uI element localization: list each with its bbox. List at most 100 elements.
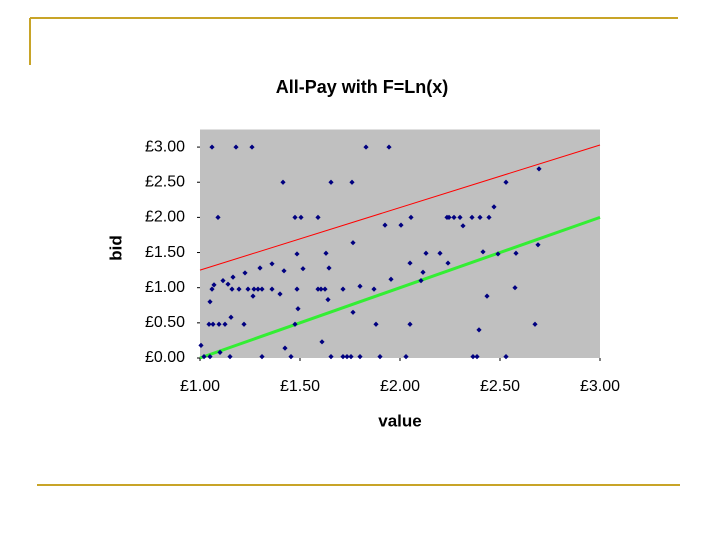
point — [340, 286, 346, 292]
y-tick-label: £1.00 — [145, 279, 185, 296]
point — [292, 321, 298, 327]
point — [476, 327, 482, 333]
point — [294, 286, 300, 292]
plot-area — [200, 129, 600, 358]
point — [207, 353, 213, 360]
y-tick-label: £0.00 — [145, 349, 185, 366]
point — [373, 321, 379, 327]
point — [420, 269, 426, 275]
point — [371, 286, 377, 292]
point — [474, 353, 480, 360]
point — [377, 353, 383, 360]
trend-line — [199, 215, 601, 360]
point — [512, 285, 518, 291]
point — [457, 214, 463, 220]
point — [491, 204, 497, 210]
point — [259, 353, 265, 360]
point — [230, 274, 236, 280]
point — [269, 261, 275, 267]
point — [227, 353, 233, 360]
point — [423, 250, 429, 256]
point — [277, 291, 283, 297]
point — [315, 286, 321, 292]
point — [280, 179, 286, 185]
point — [326, 265, 332, 271]
point — [315, 214, 321, 220]
point — [477, 214, 483, 220]
point — [225, 281, 231, 287]
point — [209, 144, 215, 150]
point — [207, 299, 213, 305]
chart-title: All-Pay with F=Ln(x) — [276, 77, 449, 97]
x-tick-label: £2.50 — [480, 378, 520, 395]
point — [535, 242, 541, 248]
x-tick-label: £2.00 — [380, 378, 420, 395]
point — [282, 345, 288, 351]
point — [388, 276, 394, 282]
point — [236, 286, 242, 292]
point — [460, 223, 466, 229]
point — [503, 353, 509, 360]
point — [349, 179, 355, 185]
point — [222, 321, 228, 327]
trend-line — [199, 144, 601, 271]
point — [480, 249, 486, 255]
point — [325, 297, 331, 303]
point — [288, 353, 294, 360]
point — [269, 286, 275, 292]
point — [503, 179, 509, 185]
point — [322, 286, 328, 292]
point — [418, 278, 424, 284]
point — [532, 321, 538, 327]
point — [245, 286, 251, 292]
point — [323, 250, 329, 256]
point — [470, 353, 476, 360]
point — [220, 278, 226, 284]
point — [250, 293, 256, 299]
point — [363, 144, 369, 150]
point — [215, 214, 221, 220]
y-tick-label: £0.50 — [145, 314, 185, 331]
point — [298, 214, 304, 220]
point — [233, 144, 239, 150]
point — [386, 144, 392, 150]
point — [229, 286, 235, 292]
point — [210, 321, 216, 327]
point — [292, 214, 298, 220]
point — [328, 179, 334, 185]
point — [340, 353, 346, 360]
point — [295, 306, 301, 312]
point — [241, 321, 247, 327]
point — [201, 353, 207, 360]
point — [318, 286, 324, 292]
point — [403, 353, 409, 360]
point — [217, 349, 223, 355]
point — [251, 286, 257, 292]
point — [407, 260, 413, 266]
y-axis-label: bid — [106, 235, 125, 261]
x-axis-label: value — [378, 411, 421, 430]
point — [319, 339, 325, 345]
x-tick-label: £1.50 — [280, 378, 320, 395]
point — [294, 251, 300, 257]
point — [228, 314, 234, 320]
point — [495, 251, 501, 257]
x-tick-label: £3.00 — [580, 378, 620, 395]
point — [357, 283, 363, 289]
point — [513, 250, 519, 256]
point — [211, 282, 217, 288]
point — [216, 321, 222, 327]
point — [407, 321, 413, 327]
point — [382, 222, 388, 228]
y-tick-label: £2.00 — [145, 209, 185, 226]
point — [242, 270, 248, 276]
point — [344, 353, 350, 360]
point — [486, 214, 492, 220]
point — [446, 214, 452, 220]
x-tick-label: £1.00 — [180, 378, 220, 395]
point — [206, 321, 212, 327]
point — [259, 286, 265, 292]
point — [249, 144, 255, 150]
point — [445, 260, 451, 266]
point — [451, 214, 457, 220]
